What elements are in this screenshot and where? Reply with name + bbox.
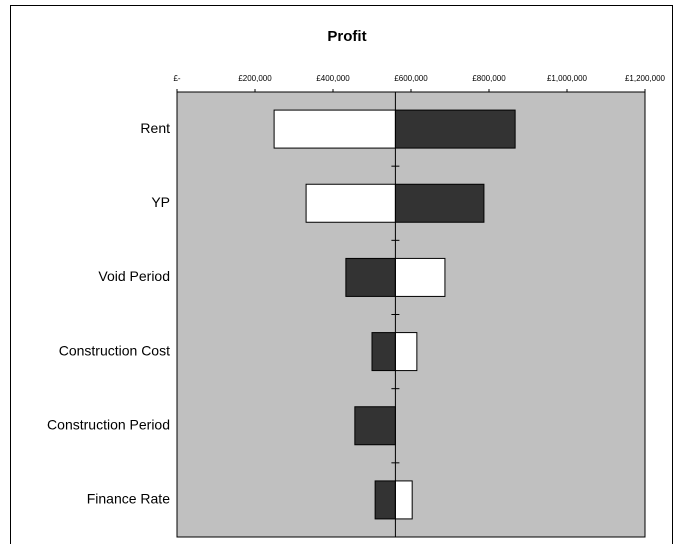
bar xyxy=(394,257,446,297)
x-tick-label: £400,000 xyxy=(316,74,350,83)
plot-area xyxy=(176,91,646,538)
bar xyxy=(345,257,396,297)
category-label: Void Period xyxy=(98,268,170,284)
bar xyxy=(394,109,516,149)
category-label: YP xyxy=(151,194,170,210)
bar xyxy=(354,406,396,446)
x-tick-label: £600,000 xyxy=(394,74,428,83)
x-tick-label: £1,200,000 xyxy=(625,74,666,83)
category-label: Construction Cost xyxy=(59,342,170,358)
bar xyxy=(394,480,413,520)
x-tick-label: £- xyxy=(173,74,180,83)
bar xyxy=(394,332,418,372)
category-label: Construction Period xyxy=(47,416,170,432)
bar xyxy=(273,109,396,149)
bar xyxy=(305,183,396,223)
bar xyxy=(394,183,485,223)
chart-title: Profit xyxy=(327,28,366,45)
bar xyxy=(371,332,396,372)
x-tick-label: £200,000 xyxy=(238,74,272,83)
category-label: Finance Rate xyxy=(87,491,170,507)
bar xyxy=(374,480,396,520)
category-label: Rent xyxy=(140,120,170,136)
x-tick-label: £800,000 xyxy=(472,74,506,83)
x-tick-label: £1,000,000 xyxy=(547,74,588,83)
